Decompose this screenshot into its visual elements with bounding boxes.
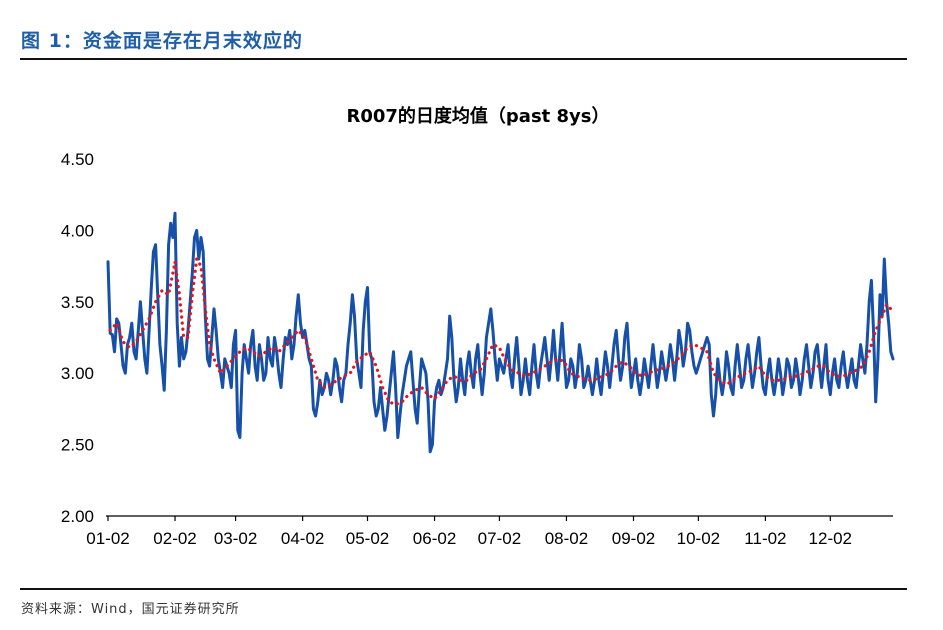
x-tick-label: 08-02	[545, 529, 588, 548]
chart-title: R007的日度均值（past 8ys）	[346, 105, 609, 127]
x-tick-label: 03-02	[214, 529, 257, 548]
x-tick-label: 05-02	[346, 529, 389, 548]
y-tick-label: 4.00	[61, 221, 94, 240]
top-rule	[20, 58, 907, 60]
x-tick-label: 04-02	[281, 529, 324, 548]
x-tick-label: 12-02	[809, 529, 852, 548]
x-tick-label: 06-02	[413, 529, 456, 548]
x-tick-label: 09-02	[612, 529, 655, 548]
x-tick-label: 01-02	[86, 529, 129, 548]
x-axis: 01-02 02-02 03-02 04-02 05-02 06-02 07-02 08-02…	[86, 516, 852, 548]
series-line-2	[108, 257, 895, 407]
y-tick-label: 3.00	[61, 364, 94, 383]
x-tick-label: 07-02	[478, 529, 521, 548]
y-tick-label: 2.50	[61, 436, 94, 455]
figure-title: 图 1：资金面是存在月末效应的	[21, 30, 303, 52]
series-layer	[106, 211, 895, 454]
series-line-1	[106, 211, 895, 454]
y-tick-label: 4.50	[61, 150, 94, 169]
y-tick-label: 2.00	[61, 507, 94, 526]
x-tick-label: 10-02	[677, 529, 720, 548]
source-note: 资料来源：Wind，国元证券研究所	[21, 602, 240, 617]
x-tick-label: 11-02	[744, 529, 786, 548]
y-tick-label: 3.50	[61, 293, 94, 312]
x-tick-label: 02-02	[153, 529, 196, 548]
chart: R007的日度均值（past 8ys） 2.00 2.50 3.00 3.50 4.00…	[61, 105, 895, 548]
y-axis: 2.00 2.50 3.00 3.50 4.00 4.50	[61, 150, 94, 526]
bottom-rule	[20, 588, 907, 590]
